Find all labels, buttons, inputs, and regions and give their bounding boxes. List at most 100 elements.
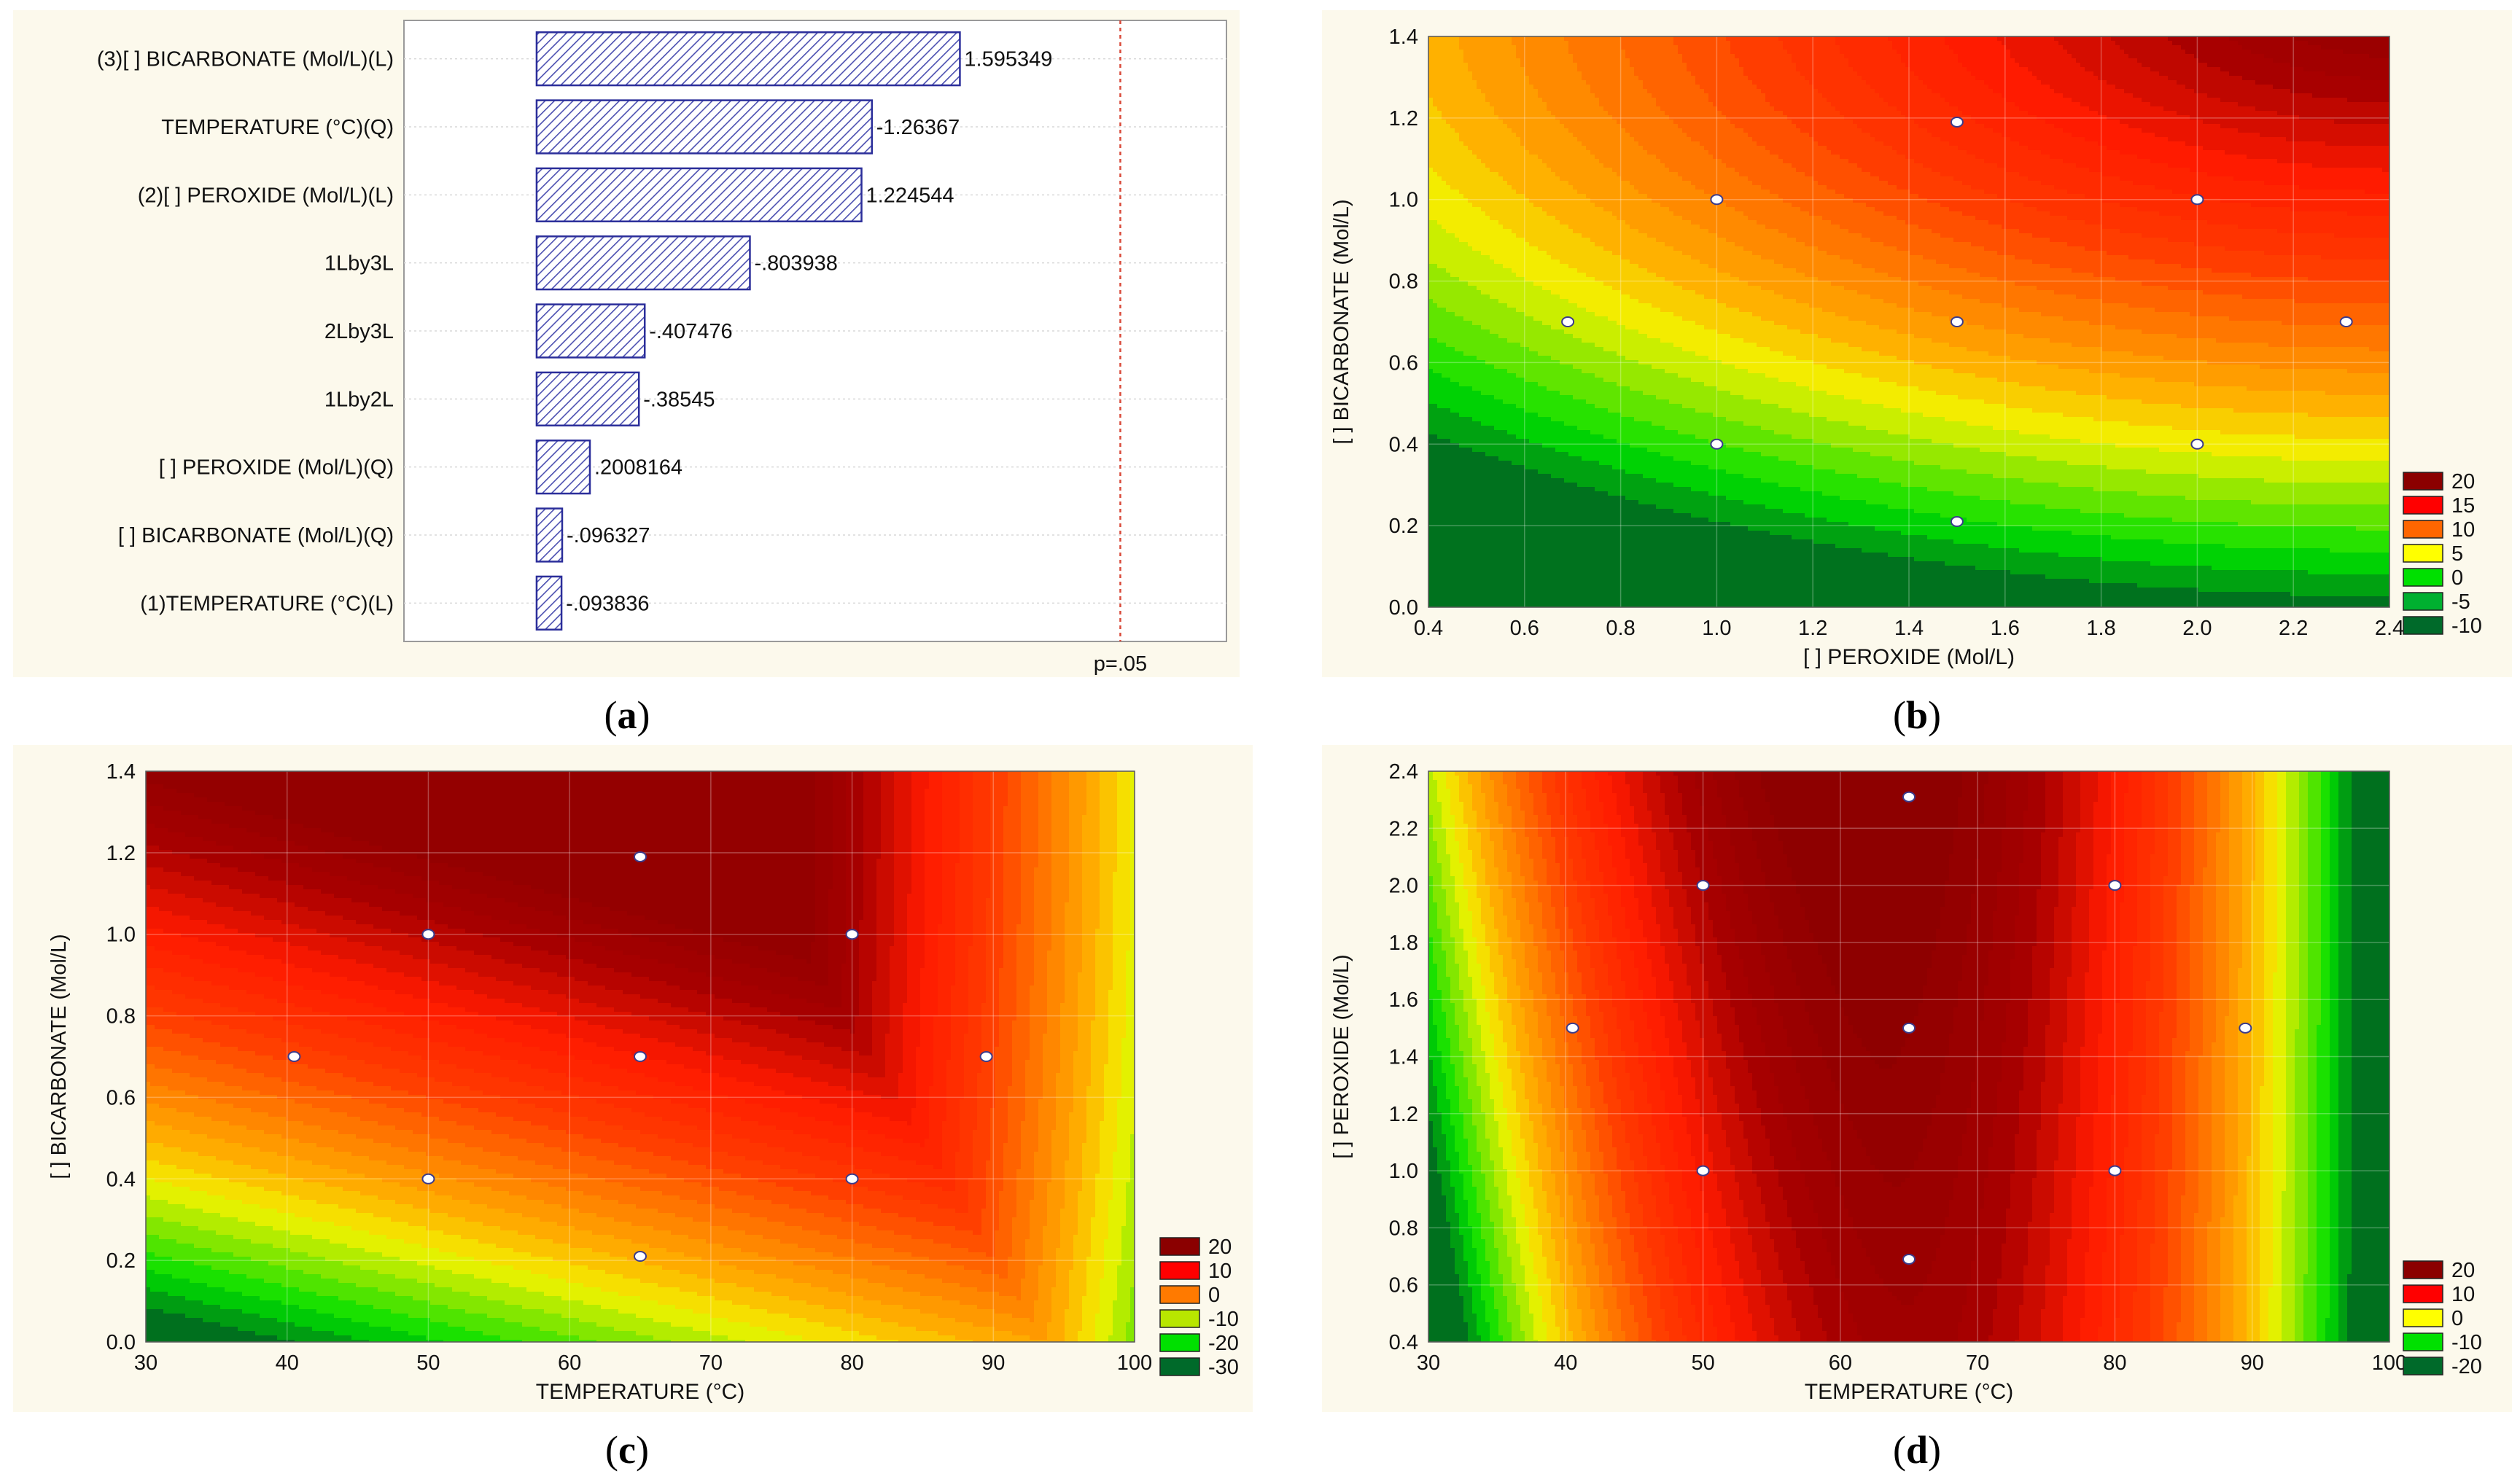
design-point xyxy=(1698,1166,1709,1176)
legend-swatch xyxy=(2403,593,2443,610)
caption-d: (d) xyxy=(1844,1427,1990,1472)
design-point xyxy=(2341,317,2352,327)
pareto-bar-value-label: -.096327 xyxy=(567,524,650,547)
y-tick-label: 0.8 xyxy=(106,1005,136,1029)
pareto-category-label: 1Lby3L xyxy=(324,252,394,276)
legend-label: -30 xyxy=(1208,1356,1239,1379)
design-point xyxy=(422,929,434,939)
x-tick-label: 100 xyxy=(2372,1351,2407,1375)
x-tick-label: 0.6 xyxy=(1510,617,1539,640)
pareto-category-label: [ ] PEROXIDE (Mol/L)(Q) xyxy=(159,456,394,480)
panel-d: 30 40 50 60 70 80 90 100 0.4 0.6 0.8 1.0 1.2 1.4 1.6 1.… xyxy=(1322,745,2512,1412)
pareto-category-label: (2)[ ] PEROXIDE (Mol/L)(L) xyxy=(138,184,394,207)
legend-swatch xyxy=(1160,1262,1199,1279)
contour-chart-peroxide-bicarbonate: 0.4 0.6 0.8 1.0 1.2 1.4 1.6 1.8 2.0 2.2 2.40.00.20… xyxy=(1322,10,2512,677)
y-tick-label: 0.8 xyxy=(1389,270,1418,294)
pareto-bar-value-label: 1.595349 xyxy=(964,48,1052,71)
legend-label: 20 xyxy=(2451,1259,2475,1282)
design-point xyxy=(2239,1023,2251,1033)
pareto-category-label: 1Lby2L xyxy=(324,388,394,411)
x-tick-label: 1.6 xyxy=(1991,617,2020,640)
y-tick-label: 1.0 xyxy=(1389,189,1418,212)
legend-swatch xyxy=(2403,1333,2443,1351)
legend-swatch xyxy=(2403,1357,2443,1375)
y-tick-label: 0.2 xyxy=(1389,515,1418,538)
y-tick-label: 0.8 xyxy=(1389,1217,1418,1240)
design-point xyxy=(2109,881,2120,890)
y-tick-label: 1.4 xyxy=(1389,1046,1418,1069)
pareto-category-label: (1)TEMPERATURE (°C)(L) xyxy=(140,592,394,615)
x-axis-label: TEMPERATURE (°C) xyxy=(1805,1380,2013,1404)
x-tick-label: 30 xyxy=(134,1351,158,1375)
pareto-bar xyxy=(537,101,872,154)
legend-label: -5 xyxy=(2451,590,2470,614)
pareto-bar xyxy=(537,236,750,289)
y-tick-label: 0.4 xyxy=(1389,433,1418,456)
design-point xyxy=(1951,517,1963,526)
x-tick-label: 1.8 xyxy=(2086,617,2115,640)
y-tick-label: 0.6 xyxy=(1389,1274,1418,1297)
y-axis-label: [ ] PEROXIDE (Mol/L) xyxy=(1330,954,1353,1158)
pareto-bar-value-label: -.38545 xyxy=(643,388,715,411)
y-tick-label: 0.4 xyxy=(106,1168,136,1191)
contour-chart-temperature-bicarbonate: 30 40 50 60 70 80 90 1000.00.20.40.60.81.01.21.… xyxy=(13,745,1253,1412)
pareto-bar xyxy=(537,32,960,85)
x-tick-label: 2.0 xyxy=(2182,617,2212,640)
x-tick-label: 2.4 xyxy=(2375,617,2404,640)
x-tick-label: 60 xyxy=(1829,1351,1852,1375)
legend-label: -20 xyxy=(1208,1332,1239,1355)
legend-swatch xyxy=(2403,617,2443,634)
y-tick-label: 0.0 xyxy=(1389,596,1418,620)
x-tick-label: 100 xyxy=(1117,1351,1152,1375)
x-tick-label: 1.0 xyxy=(1702,617,1731,640)
y-tick-label: 0.4 xyxy=(1389,1331,1418,1354)
y-tick-label: 1.2 xyxy=(1389,1103,1418,1126)
design-point xyxy=(2191,440,2203,449)
y-tick-label: 0.6 xyxy=(106,1086,136,1109)
legend-label: 5 xyxy=(2451,542,2463,566)
design-point xyxy=(634,852,646,862)
pareto-bar xyxy=(537,509,562,562)
x-tick-label: 50 xyxy=(1691,1351,1714,1375)
x-tick-label: 90 xyxy=(2241,1351,2264,1375)
legend-swatch xyxy=(1160,1358,1199,1375)
y-tick-label: 1.4 xyxy=(106,760,136,784)
y-tick-label: 1.2 xyxy=(106,842,136,865)
legend-label: 15 xyxy=(2451,494,2475,518)
x-tick-label: 80 xyxy=(2103,1351,2126,1375)
y-tick-label: 0.2 xyxy=(106,1249,136,1273)
legend-swatch xyxy=(2403,1261,2443,1279)
pareto-bar xyxy=(537,168,862,222)
x-tick-label: 50 xyxy=(416,1351,440,1375)
legend-label: 0 xyxy=(2451,1307,2463,1330)
pareto-bar-value-label: .2008164 xyxy=(594,456,682,480)
y-tick-label: 0.0 xyxy=(106,1331,136,1354)
legend-label: 20 xyxy=(2451,470,2475,493)
y-tick-label: 1.0 xyxy=(1389,1160,1418,1183)
legend-label: 0 xyxy=(2451,566,2463,590)
pareto-bar xyxy=(537,440,590,493)
legend-swatch xyxy=(1160,1238,1199,1255)
y-tick-label: 1.0 xyxy=(106,924,136,947)
design-point xyxy=(1951,317,1963,327)
y-tick-label: 1.2 xyxy=(1389,107,1418,130)
p-value-label: p=.05 xyxy=(1094,652,1147,676)
caption-b: (b) xyxy=(1844,692,1990,738)
caption-c: (c) xyxy=(554,1427,700,1472)
pareto-bar-value-label: -.803938 xyxy=(754,252,838,276)
legend-label: -10 xyxy=(1208,1308,1239,1331)
design-point xyxy=(1951,117,1963,127)
design-point xyxy=(1562,317,1574,327)
x-axis-label: [ ] PEROXIDE (Mol/L) xyxy=(1803,645,2015,669)
x-tick-label: 80 xyxy=(840,1351,863,1375)
x-tick-label: 70 xyxy=(1966,1351,1989,1375)
y-tick-label: 1.8 xyxy=(1389,932,1418,955)
design-point xyxy=(847,929,858,939)
pareto-bar-value-label: -1.26367 xyxy=(876,116,960,139)
pareto-category-label: TEMPERATURE (°C)(Q) xyxy=(161,116,394,139)
legend-swatch xyxy=(1160,1286,1199,1303)
legend-label: 10 xyxy=(1208,1260,1232,1283)
